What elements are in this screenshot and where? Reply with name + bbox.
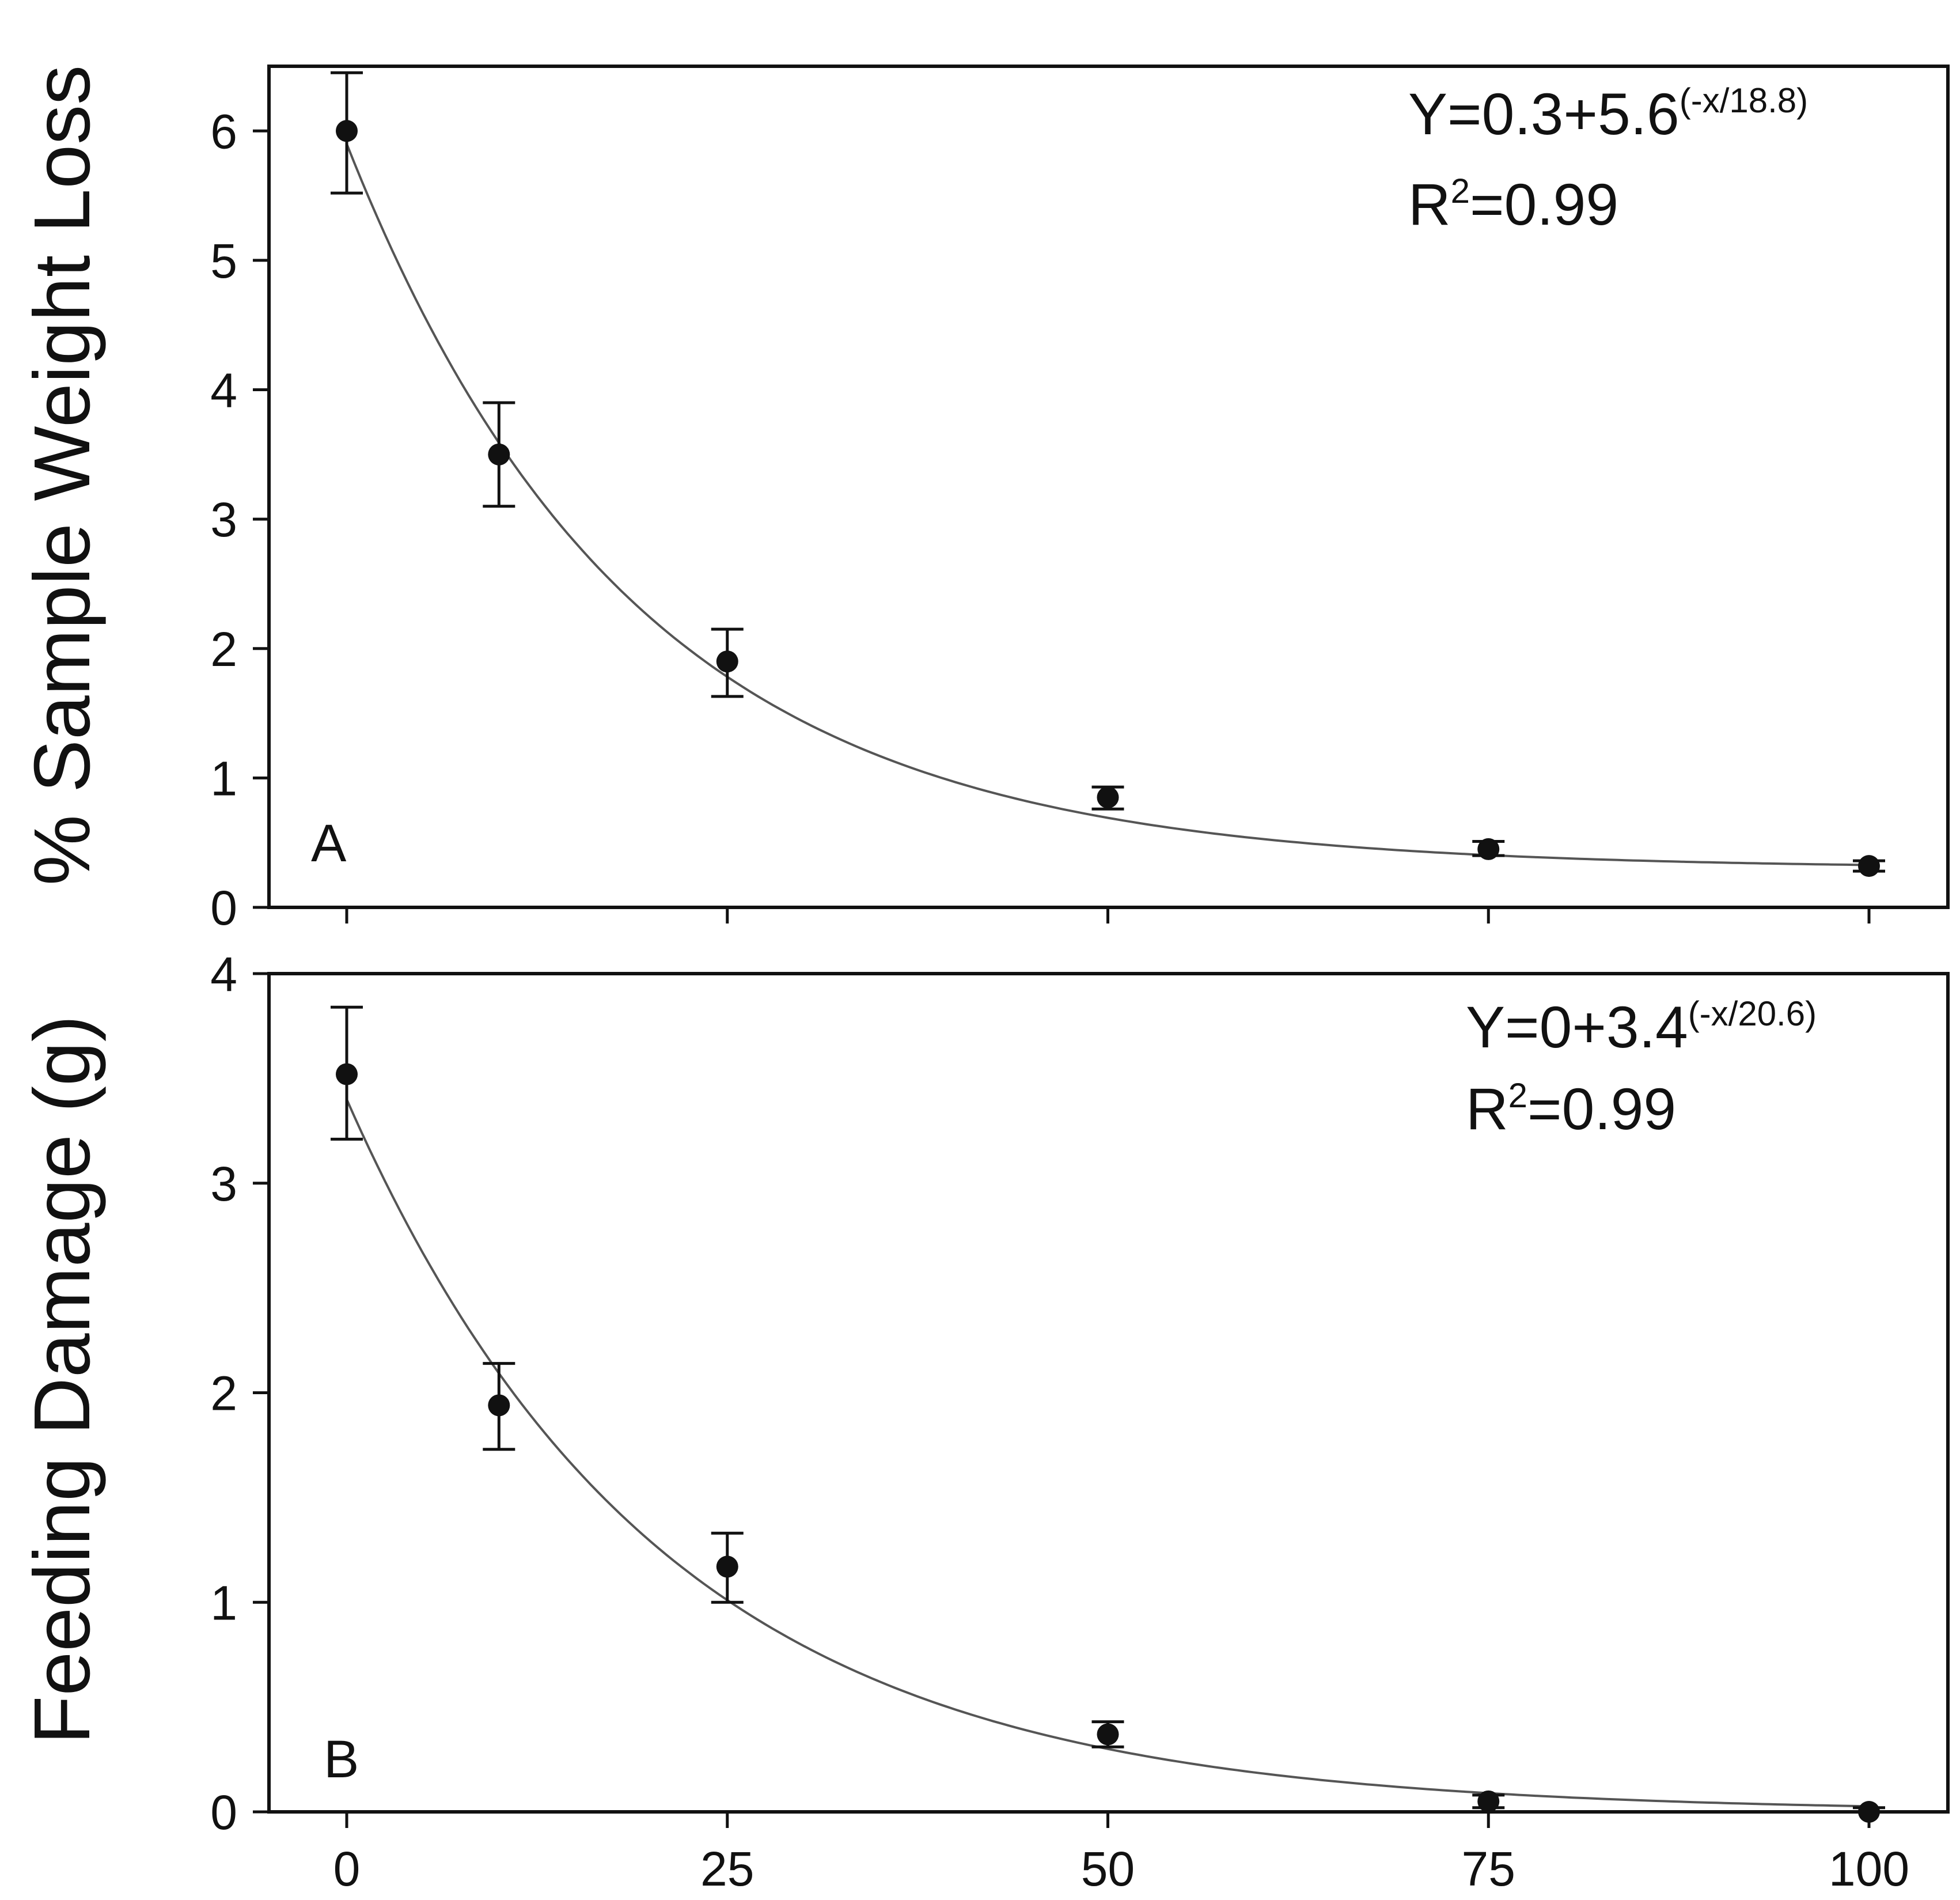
panel-a-data-point <box>336 120 358 142</box>
panel-a-frame <box>267 65 1950 909</box>
panel-a-y-tick-label: 2 <box>210 622 237 676</box>
panel-a-r-squared-value: =0.99 <box>1470 172 1618 237</box>
panel-a-r-squared-exponent: 2 <box>1451 172 1470 210</box>
panel-a-ylabel: % Sample Weight Loss <box>18 65 107 885</box>
panel-a: % Sample Weight Loss 0 1 2 3 4 5 6 Y=0.3+5.6(-… <box>18 65 1950 935</box>
panel-b-equation: Y=0+3.4(-x/20.6) <box>1466 994 1817 1060</box>
panel-b-x-tick-label: 50 <box>1081 1842 1135 1896</box>
panel-b-frame <box>267 972 1950 1814</box>
panel-b-letter: B <box>324 1730 359 1789</box>
panel-b-x-tick-label: 25 <box>700 1842 754 1896</box>
panel-b-x-tick-label: 75 <box>1462 1842 1515 1896</box>
panel-b-y-tick-label: 3 <box>210 1157 237 1211</box>
panel-a-y-tick-label: 4 <box>210 364 237 418</box>
panel-a-data-point <box>1097 786 1119 809</box>
panel-b-equation-main: Y=0+3.4 <box>1466 994 1688 1060</box>
panel-b-y-tick-label: 1 <box>210 1576 237 1630</box>
panel-a-y-tick-label: 3 <box>210 493 237 547</box>
panel-a-equation-main: Y=0.3+5.6 <box>1408 81 1680 147</box>
panel-b-data-point <box>1477 1790 1500 1812</box>
panel-b: Feeding Damage (g) 0 1 2 3 4 0 25 50 75 100 Y=0+3… <box>18 947 1950 1896</box>
panel-a-y-tick-label: 0 <box>210 881 237 935</box>
panel-b-y-tick-label: 0 <box>210 1785 237 1840</box>
panel-b-ylabel: Feeding Damage (g) <box>18 1015 107 1744</box>
panel-a-equation: Y=0.3+5.6(-x/18.8) <box>1408 81 1808 147</box>
panel-b-data-point <box>488 1394 510 1417</box>
panel-b-r-squared-exponent: 2 <box>1508 1076 1527 1115</box>
panel-b-r-squared-value: =0.99 <box>1527 1076 1676 1142</box>
panel-b-y-tick-label: 2 <box>210 1367 237 1421</box>
panel-a-y-tick-label: 5 <box>210 234 237 288</box>
panel-b-x-tick-label: 100 <box>1829 1842 1909 1896</box>
panel-a-y-tick-label: 1 <box>210 751 237 805</box>
panel-b-r-squared: R2=0.99 <box>1466 1076 1676 1142</box>
panel-a-data-point <box>1477 838 1500 860</box>
panel-a-plot-area: 0 1 2 3 4 5 6 <box>210 71 1885 935</box>
panel-b-r-squared-base: R <box>1466 1076 1508 1142</box>
panel-a-data-point <box>488 443 510 465</box>
panel-b-data-point <box>716 1555 738 1578</box>
panel-a-data-point <box>1858 855 1880 877</box>
panel-b-y-tick-label: 4 <box>210 947 237 1001</box>
panel-a-data-point <box>716 650 738 673</box>
panel-a-letter: A <box>311 814 347 873</box>
panel-b-data-point <box>1097 1723 1119 1746</box>
panel-a-r-squared-base: R <box>1408 172 1451 237</box>
panel-b-plot-area: 0 1 2 3 4 0 25 50 75 100 <box>210 947 1909 1896</box>
panel-a-fit-curve <box>346 143 1870 866</box>
panel-b-fit-curve <box>346 1099 1870 1808</box>
panel-b-equation-exponent: (-x/20.6) <box>1688 994 1817 1033</box>
panel-a-y-tick-label: 6 <box>210 104 237 158</box>
panel-a-equation-exponent: (-x/18.8) <box>1680 81 1808 120</box>
panel-b-x-tick-label: 0 <box>333 1842 361 1896</box>
panel-b-data-point <box>336 1063 358 1085</box>
panel-a-r-squared: R2=0.99 <box>1408 172 1618 237</box>
